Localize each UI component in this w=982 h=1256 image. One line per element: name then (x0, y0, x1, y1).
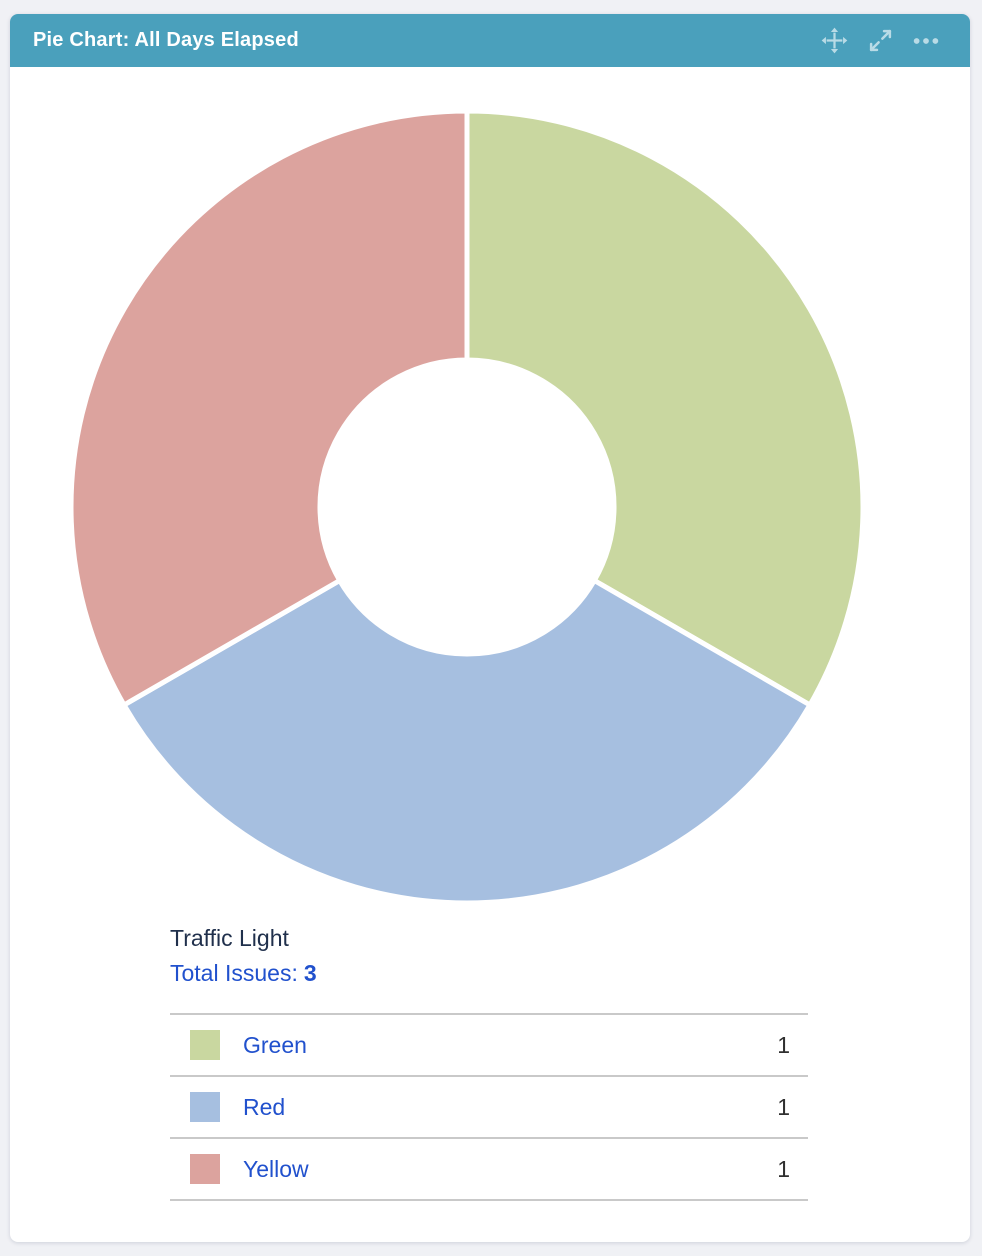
legend-table: Green 1 Red 1 (170, 1013, 808, 1201)
more-button[interactable] (912, 27, 940, 55)
pie-slice-red[interactable] (121, 578, 813, 906)
legend-row: Green 1 (170, 1014, 808, 1076)
legend-swatch (190, 1154, 220, 1184)
donut-chart-svg (68, 108, 866, 906)
chart-stat-title: Traffic Light (170, 925, 289, 951)
total-issues-link[interactable]: Total Issues: 3 (170, 957, 317, 989)
expand-icon (868, 28, 893, 53)
gadget-title: Pie Chart: All Days Elapsed (33, 29, 299, 51)
legend-swatch (190, 1030, 220, 1060)
legend-label-link[interactable]: Green (243, 1031, 307, 1058)
legend-value: 1 (777, 1031, 790, 1058)
gadget-controls (820, 27, 940, 55)
pie-slice-yellow[interactable] (68, 108, 470, 708)
chart-footer: Traffic Light Total Issues: 3 Green 1 (170, 923, 808, 1201)
move-icon (821, 27, 848, 54)
pie-chart-gadget: Pie Chart: All Days Elapsed (10, 14, 970, 1242)
expand-button[interactable] (866, 27, 894, 55)
total-issues-label: Total Issues: (170, 960, 298, 986)
legend-swatch (190, 1092, 220, 1122)
ellipsis-icon (911, 26, 941, 56)
legend-label-link[interactable]: Yellow (243, 1155, 309, 1182)
donut-chart (68, 108, 866, 906)
legend-value: 1 (777, 1155, 790, 1182)
legend-row: Yellow 1 (170, 1138, 808, 1200)
legend-label-link[interactable]: Red (243, 1093, 286, 1120)
gadget-body: Traffic Light Total Issues: 3 Green 1 (10, 108, 970, 1201)
total-issues-value: 3 (303, 960, 317, 986)
legend-value: 1 (777, 1093, 790, 1120)
move-button[interactable] (820, 27, 848, 55)
legend-table-body: Green 1 Red 1 (170, 1014, 808, 1200)
legend-row: Red 1 (170, 1076, 808, 1138)
gadget-header: Pie Chart: All Days Elapsed (10, 14, 970, 67)
pie-slice-green[interactable] (464, 108, 866, 708)
